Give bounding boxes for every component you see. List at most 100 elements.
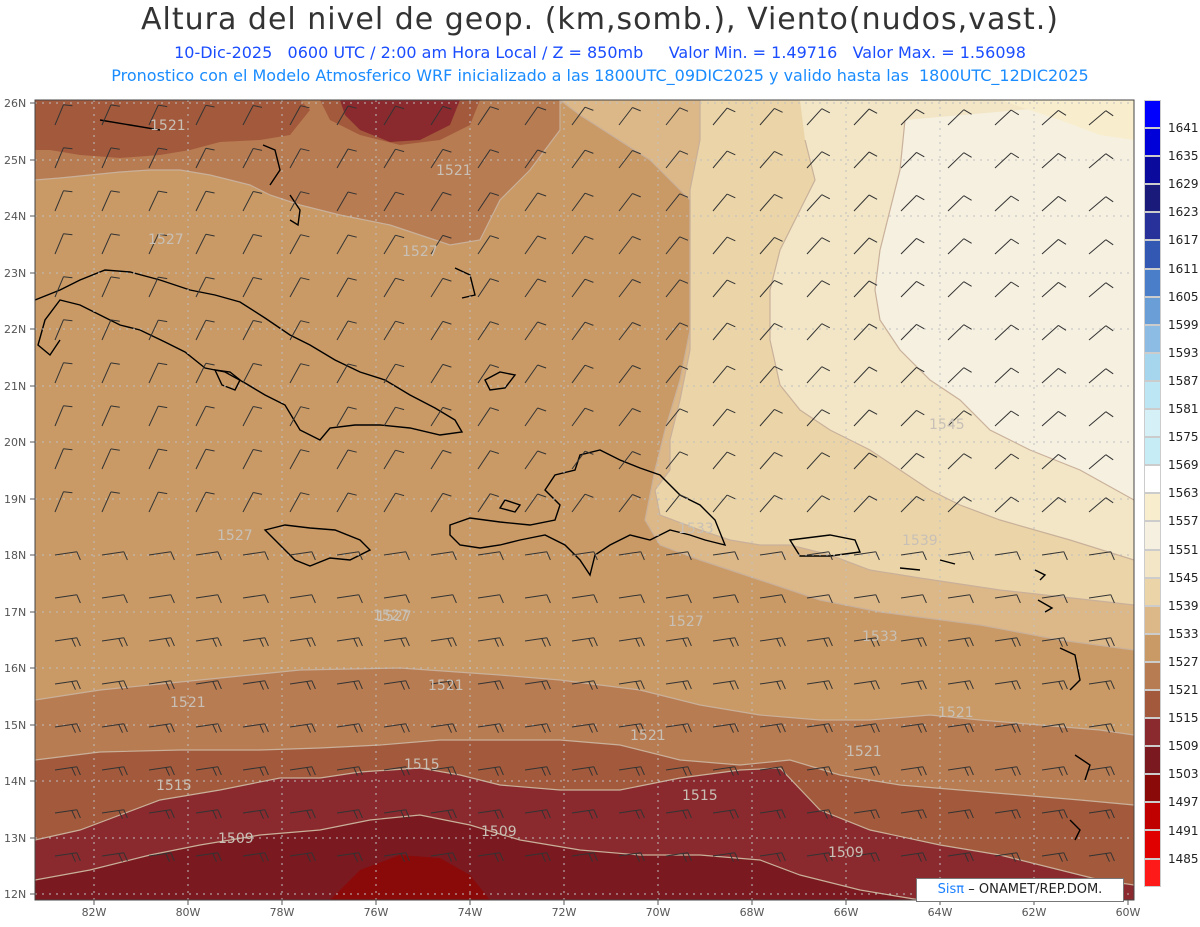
wind-barb — [430, 106, 444, 126]
legend-label: 1563 — [1168, 486, 1199, 501]
wind-barb-flag — [490, 192, 499, 196]
wind-barb — [806, 766, 829, 771]
wind-barb — [618, 279, 633, 298]
wind-barb-flag — [205, 276, 215, 280]
wind-barb — [383, 809, 406, 814]
wind-barb — [524, 106, 539, 126]
lat-label: 21N — [4, 380, 26, 393]
wind-barb-flag — [1058, 152, 1067, 159]
wind-barb — [524, 723, 547, 728]
wind-barb — [524, 637, 547, 642]
wind-barb — [1041, 368, 1059, 384]
wind-barb — [571, 407, 586, 427]
wind-barb — [853, 194, 870, 212]
wind-barb-flag — [964, 767, 969, 776]
wind-barb-flag — [868, 151, 878, 157]
wind-barb — [853, 680, 876, 685]
wind-barb-flag — [635, 681, 640, 690]
legend-swatch — [1144, 100, 1161, 129]
wind-barb-flag — [537, 278, 547, 283]
wind-barb-flag — [499, 551, 504, 561]
wind-barb-flag — [300, 492, 310, 496]
legend-level — [1144, 774, 1200, 803]
wind-barb-flag — [170, 723, 175, 733]
wind-barb — [242, 680, 265, 685]
wind-barb — [853, 409, 870, 427]
wind-barb — [336, 852, 359, 857]
wind-barb-flag — [821, 409, 831, 415]
wind-barb — [853, 323, 870, 341]
wind-barb — [665, 637, 688, 642]
wind-barb-flag — [821, 151, 831, 157]
wind-barb — [289, 363, 302, 384]
lat-label: 16N — [4, 662, 26, 675]
wind-barb-flag — [123, 680, 128, 690]
wind-barb — [1088, 454, 1107, 470]
wind-barb-flag — [170, 766, 175, 776]
wind-barb-flag — [781, 551, 786, 561]
wind-barb — [289, 637, 312, 642]
wind-barb-flag — [917, 681, 922, 690]
wind-barb — [665, 766, 688, 771]
wind-barb-flag — [259, 724, 264, 733]
wind-barb — [336, 766, 359, 771]
wind-barb — [242, 191, 254, 212]
wind-barb-flag — [922, 723, 927, 733]
wind-barb-flag — [170, 852, 175, 862]
wind-barb — [853, 637, 876, 642]
wind-barb — [477, 106, 491, 126]
wind-barb-flag — [452, 680, 457, 690]
wind-barb — [101, 405, 112, 427]
wind-barb — [571, 192, 586, 212]
wind-barb-flag — [537, 235, 547, 240]
wind-barb-flag — [118, 810, 123, 819]
legend-level — [1144, 156, 1200, 185]
wind-barb — [477, 551, 500, 556]
wind-barb — [336, 449, 349, 470]
wind-barb-flag — [158, 190, 168, 194]
wind-barb-flag — [217, 637, 222, 647]
legend-swatch — [1144, 296, 1161, 325]
wind-barb — [618, 723, 641, 728]
wind-barb — [900, 852, 923, 857]
wind-barb-flag — [1105, 681, 1110, 690]
wind-barb — [524, 594, 547, 599]
wind-barb-flag — [205, 491, 215, 495]
legend-level — [1144, 718, 1200, 747]
wind-barb — [195, 766, 218, 771]
wind-barb-flag — [679, 365, 689, 370]
legend-swatch — [1144, 633, 1161, 662]
wind-barb-flag — [734, 809, 739, 819]
wind-barb-flag — [774, 322, 783, 328]
lat-label: 18N — [4, 549, 26, 562]
wind-barb — [1088, 723, 1111, 728]
wind-barb — [383, 551, 406, 556]
wind-barb — [289, 680, 312, 685]
wind-barb-flag — [110, 362, 120, 365]
wind-barb — [947, 594, 970, 599]
wind-barb-flag — [640, 766, 645, 776]
wind-barb — [665, 408, 681, 427]
wind-barb-flag — [1058, 453, 1067, 460]
wind-barb-flag — [76, 637, 81, 647]
wind-barb-flag — [1063, 766, 1068, 776]
wind-barb-flag — [821, 194, 831, 200]
wind-barb-flag — [1105, 810, 1110, 819]
wind-barb-flag — [687, 723, 692, 733]
wind-barb-flag — [1011, 853, 1016, 862]
wind-barb-flag — [494, 810, 499, 819]
wind-barb — [101, 104, 112, 126]
wind-barb-flag — [774, 494, 783, 500]
wind-barb — [806, 680, 829, 685]
wind-barb — [712, 107, 728, 126]
wind-barb — [994, 367, 1012, 384]
wind-barb — [148, 680, 171, 685]
wind-barb-flag — [306, 724, 311, 733]
lat-label: 20N — [4, 436, 26, 449]
wind-barb — [806, 452, 823, 470]
wind-barb-flag — [546, 551, 551, 561]
wind-barb-flag — [734, 551, 739, 561]
wind-barb-flag — [264, 637, 269, 647]
wind-barb-flag — [870, 810, 875, 819]
wind-barb — [524, 852, 547, 857]
